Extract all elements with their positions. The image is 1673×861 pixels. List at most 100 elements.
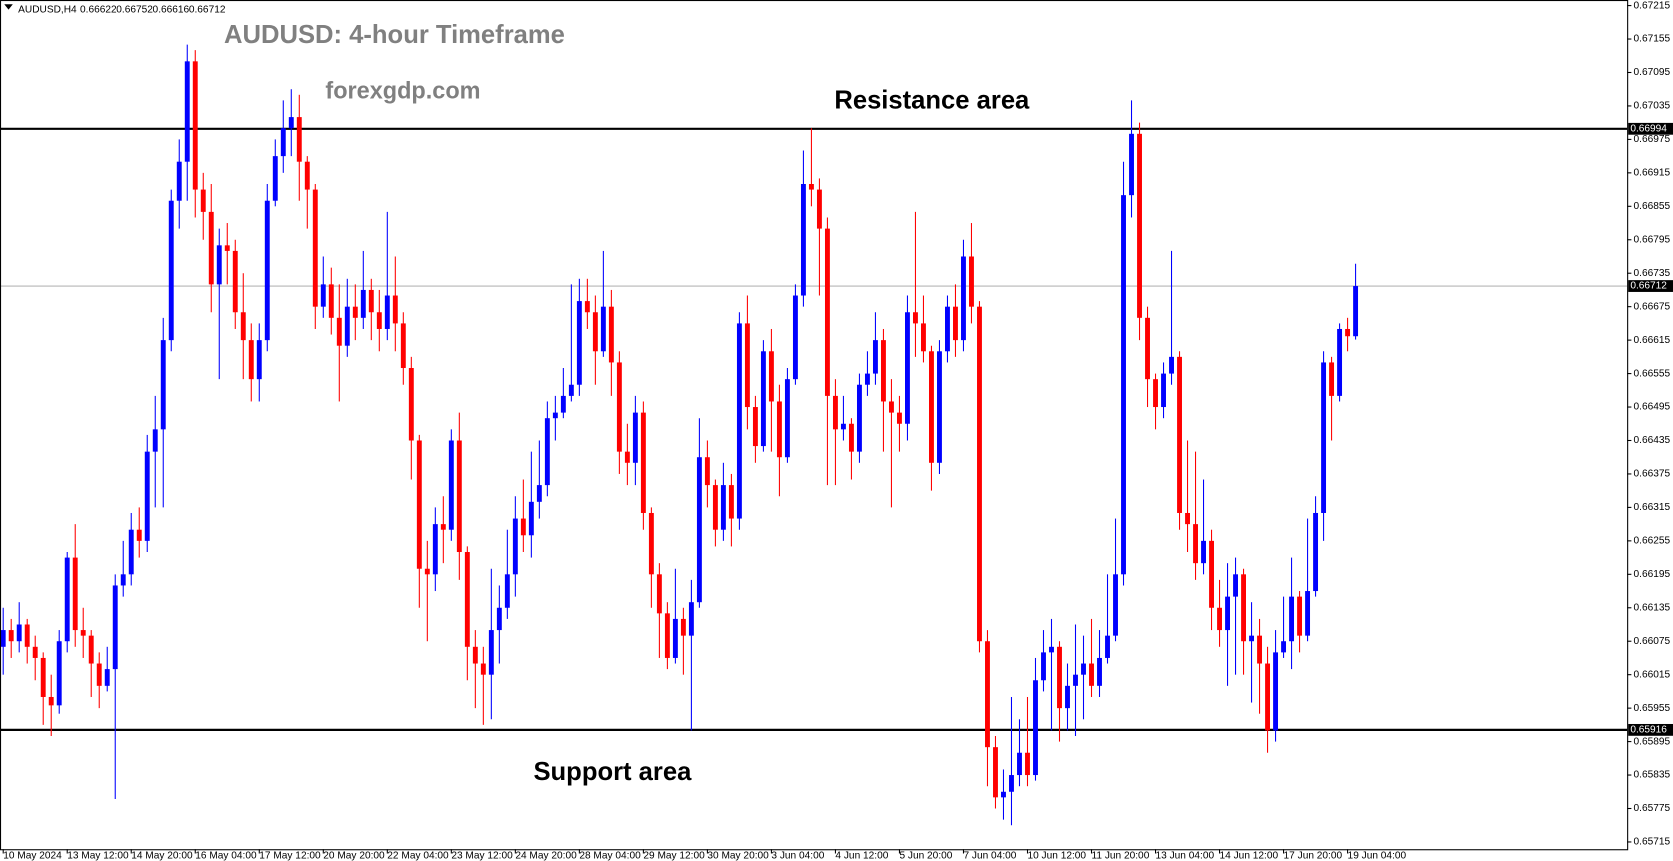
candle-body [648,512,654,575]
candle-body [64,557,70,642]
candle-body [568,384,574,396]
candle-body [1001,791,1006,798]
resistance-label: Resistance area [834,87,1030,115]
candle-body [216,245,222,285]
support-label: Support area [533,758,692,786]
menu-triangle [4,4,13,10]
candle-body [72,557,78,631]
candle-body [48,696,54,706]
candle-body [504,574,510,608]
candle-body [160,340,166,430]
y-tick-label: 0.66315 [1634,502,1671,513]
candle-body [1073,674,1078,686]
candle-body [0,630,6,647]
candle-body [1321,362,1327,513]
chart-subtitle: forexgdp.com [325,77,480,103]
y-tick-label: 0.66615 [1634,335,1671,346]
x-tick-label: 7 Jun 04:00 [963,850,1016,861]
candle-body [864,373,870,385]
candle-body [921,323,926,352]
y-tick-label: 0.66915 [1634,168,1671,179]
candle-body [392,295,398,324]
candle-body [656,574,662,614]
candle-body [520,518,526,536]
candle-body [376,312,382,329]
candle-body [400,323,406,369]
x-tick-label: 4 Jun 12:00 [835,850,888,861]
candle-body [600,306,606,352]
candle-body [368,289,374,313]
candle-body [896,412,902,424]
candle-body [1113,574,1118,636]
x-tick-label: 10 Jun 12:00 [1027,850,1086,861]
candle-body [1065,685,1070,709]
x-tick-label: 10 May 2024 [3,850,62,861]
candle-body [1209,540,1214,608]
candle-body [977,306,982,642]
candle-body [784,379,790,458]
candle-body [616,362,622,452]
x-tick-label: 17 Jun 20:00 [1284,850,1343,861]
candle-body [744,323,750,408]
y-tick-label: 0.66135 [1634,602,1671,613]
x-tick-label: 19 Jun 04:00 [1348,850,1407,861]
candle-body [880,340,886,402]
candle-body [1329,362,1335,396]
candle-body [816,189,822,229]
candle-body [953,306,958,341]
candle-body [448,440,454,530]
candle-body [584,301,590,313]
candle-body [464,552,470,647]
candle-body [1273,652,1279,731]
x-tick-label: 13 Jun 04:00 [1156,850,1215,861]
x-tick-label: 28 May 04:00 [579,850,641,861]
candle-body [576,301,582,385]
plot-border [0,0,1629,851]
y-tick-label: 0.66855 [1634,201,1671,212]
candle-body [1225,596,1230,631]
candle-body [800,184,806,296]
candle-body [969,256,974,307]
candle-body [240,312,246,341]
candle-body [144,451,150,541]
candle-body [1289,596,1295,642]
y-tick-label: 0.66075 [1634,636,1671,647]
y-tick-label: 0.66975 [1634,134,1671,145]
candle-body [624,451,630,463]
candle-body [544,418,550,486]
candle-body [1153,379,1158,408]
candle-body [704,457,710,486]
support-line-tag-label: 0.65916 [1630,725,1667,736]
candle-body [592,312,598,352]
candle-body [416,440,422,569]
chart-title: AUDUSD: 4-hour Timeframe [224,21,565,49]
candle-body [256,340,262,380]
candle-body [408,368,414,441]
candle-body [1353,286,1359,337]
candle-body [904,312,910,424]
x-tick-label: 22 May 04:00 [387,850,449,861]
candle-body [184,61,190,162]
candle-body [1009,775,1014,792]
candle-body [993,747,998,798]
candle-body [1201,540,1206,564]
y-tick-label: 0.66495 [1634,402,1671,413]
candle-body [1337,328,1343,396]
ohlc-close: 0.66712 [189,4,226,15]
candle-body [336,317,342,346]
candle-body [1025,752,1030,776]
candle-body [104,669,110,686]
candle-body [1041,652,1046,681]
candle-body [496,607,502,631]
candle-body [384,295,390,329]
ohlc-low: 0.66616 [153,4,190,15]
candle-body [32,646,38,658]
candle-body [120,574,126,586]
candle-body [760,351,766,447]
candle-body [192,61,198,190]
candle-body [1017,752,1022,776]
candle-body [1249,635,1255,642]
candle-body [712,485,718,530]
candle-body [1057,646,1062,709]
